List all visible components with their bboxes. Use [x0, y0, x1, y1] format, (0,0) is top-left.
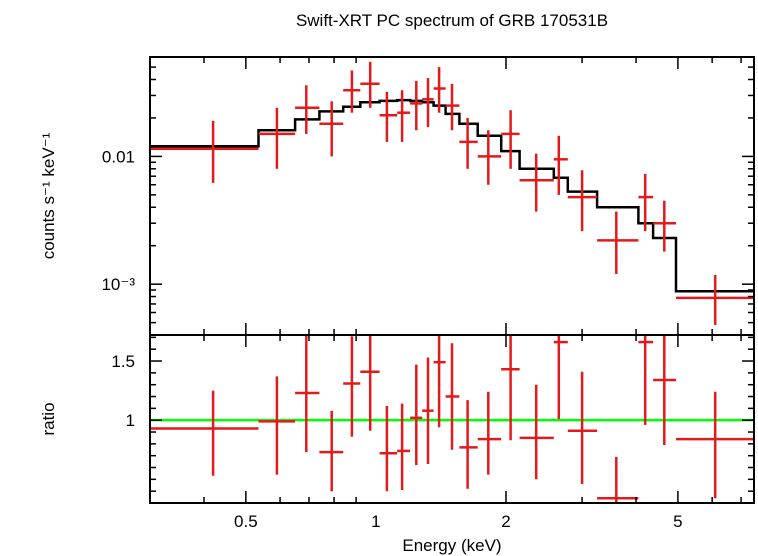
spectrum-data-point	[410, 80, 423, 131]
spectrum-data-point	[567, 170, 598, 232]
ratio-y-tick-label: 1.5	[111, 352, 135, 371]
ratio-data-point	[150, 390, 259, 476]
spectrum-data-point	[676, 275, 754, 325]
x-axis-label: Energy (keV)	[402, 536, 501, 555]
spectrum-y-tick-label: 0.01	[102, 147, 135, 166]
ratio-data-point	[379, 406, 398, 492]
spectrum-data-point	[343, 70, 361, 113]
x-tick-label: 5	[673, 512, 682, 531]
ratio-data-point	[410, 364, 423, 466]
model-step-line	[150, 98, 754, 293]
ratio-panel-frame	[149, 334, 755, 504]
ratio-data-point	[477, 391, 502, 475]
spectrum-data-point	[379, 91, 398, 142]
ratio-data-point	[597, 456, 639, 503]
ratio-data-point	[653, 335, 676, 445]
spectrum-data-point	[258, 107, 296, 169]
spectrum-y-axis-label: counts s⁻¹ keV⁻¹	[39, 132, 58, 259]
ratio-data-point	[445, 343, 460, 450]
ratio-y-axis-label: ratio	[39, 402, 58, 435]
spectrum-panel	[150, 61, 754, 325]
spectrum-data-point	[553, 135, 568, 195]
ratio-data-point	[638, 335, 654, 425]
x-tick-label: 1	[371, 512, 380, 531]
spectrum-data-point	[433, 67, 446, 113]
ratio-y-tick-label: 1	[126, 411, 135, 430]
ratio-data-point	[676, 391, 754, 499]
ratio-data-point	[343, 336, 361, 437]
ratio-panel	[150, 335, 754, 503]
spectrum-data-point	[653, 200, 676, 252]
spectrum-data-point	[360, 61, 380, 108]
spectrum-y-tick-label: 10⁻³	[101, 275, 135, 294]
spectrum-data-point	[477, 130, 502, 185]
ratio-data-point	[433, 335, 446, 428]
spectrum-data-point	[638, 173, 654, 232]
spectrum-data-point	[597, 211, 639, 274]
spectrum-data-point	[422, 78, 434, 127]
ratio-data-point	[258, 376, 296, 475]
spectrum-data-point	[459, 118, 478, 169]
ratio-data-point	[397, 403, 411, 490]
ratio-data-point	[319, 410, 344, 492]
spectrum-data-point	[519, 153, 554, 212]
ratio-data-point	[519, 384, 554, 480]
x-tick-label: 2	[501, 512, 510, 531]
spectrum-data-point	[445, 83, 460, 131]
ratio-data-point	[295, 335, 320, 453]
ratio-data-point	[422, 357, 434, 464]
ratio-data-point	[567, 371, 598, 485]
x-tick-label: 0.5	[234, 512, 258, 531]
ratio-data-point	[553, 335, 568, 419]
chart-title: Swift-XRT PC spectrum of GRB 170531B	[296, 11, 608, 30]
spectrum-data-point	[295, 85, 320, 134]
spectrum-data-point	[150, 120, 259, 183]
ratio-data-point	[501, 335, 520, 441]
spectrum-data-point	[319, 101, 344, 157]
spectrum-data-point	[397, 90, 411, 142]
ratio-data-point	[360, 335, 380, 431]
spectrum-data-point	[501, 110, 520, 169]
ratio-data-point	[459, 400, 478, 489]
